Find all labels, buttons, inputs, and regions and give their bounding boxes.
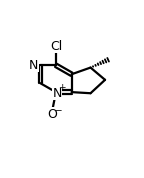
- Text: N: N: [52, 87, 62, 100]
- Text: −: −: [54, 106, 61, 115]
- Text: O: O: [48, 108, 58, 121]
- Text: +: +: [58, 83, 66, 92]
- Text: Cl: Cl: [50, 40, 62, 53]
- Text: N: N: [29, 59, 38, 72]
